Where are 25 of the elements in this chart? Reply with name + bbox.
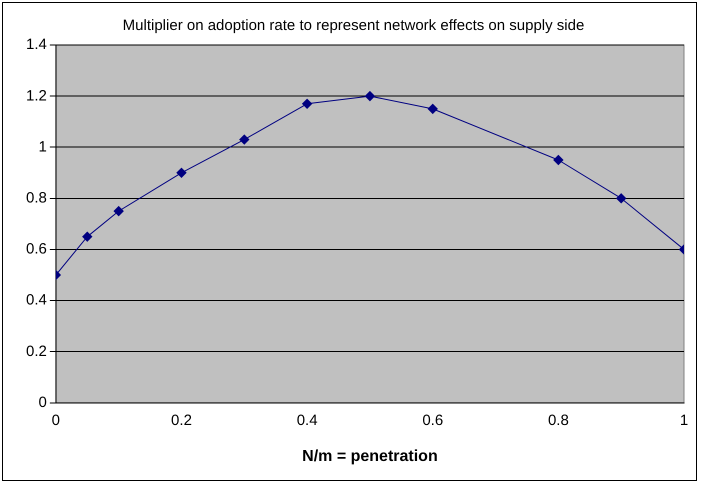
y-tick-label: 1.2: [26, 87, 47, 104]
x-tick-label: 1: [680, 412, 688, 429]
x-tick-label: 0.4: [296, 412, 318, 429]
y-tick-label: 1.4: [26, 36, 47, 54]
point: [114, 206, 124, 216]
y-tick-label: 0: [38, 394, 47, 411]
y-tick-label: 0.6: [26, 240, 47, 258]
point: [302, 98, 312, 109]
y-tick-label: 0.4: [26, 292, 47, 309]
x-tick-label: 0.8: [548, 412, 569, 429]
point: [82, 232, 92, 242]
x-tick-label: 0: [52, 412, 60, 429]
point: [239, 134, 250, 145]
chart-title: Multiplier on adoption rate to represent network effects on supply side: [122, 17, 584, 34]
point: [616, 193, 626, 204]
y-tick-label: 1: [38, 138, 47, 156]
y-tick-label: 0.2: [26, 342, 47, 360]
x-axis-title: N/m = penetration: [302, 448, 438, 465]
point: [553, 155, 564, 166]
x-tick-label: 0.6: [422, 412, 444, 429]
point: [176, 168, 186, 178]
point: [364, 91, 375, 102]
y-tick-label: 0.8: [26, 189, 47, 206]
point: [428, 104, 438, 114]
x-tick-label: 0.2: [171, 412, 192, 429]
